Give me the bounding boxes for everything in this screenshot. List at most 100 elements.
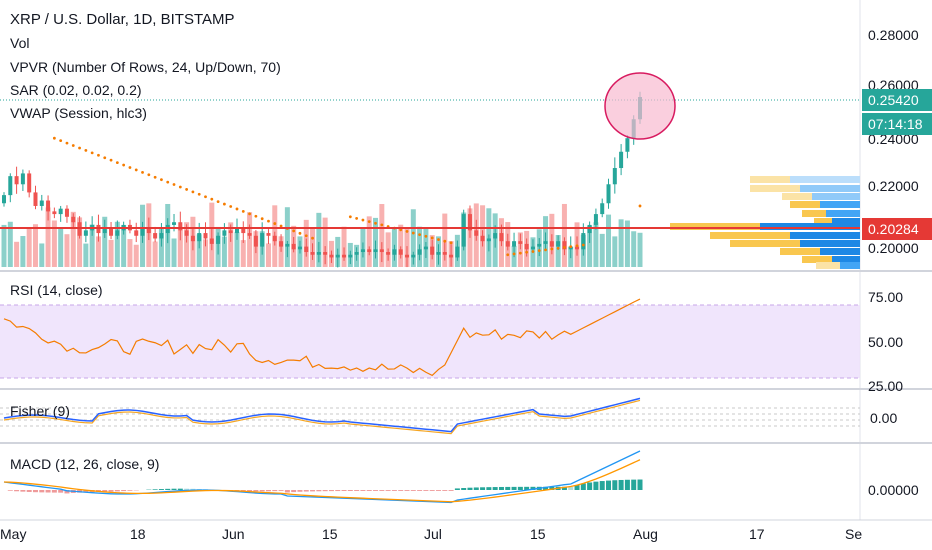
macd-histogram-bar [587,482,593,490]
vpvr-bar [816,262,840,269]
macd-histogram-bar [121,490,127,492]
sar-dot [298,231,302,235]
candle-body [505,241,510,247]
candle-body [329,254,334,258]
volume-bar [410,209,416,267]
macd-histogram-bar [51,490,57,493]
volume-bar [379,204,385,267]
candle-body [260,233,265,247]
fisher-tick: 0.00 [870,410,898,426]
macd-histogram-bar [64,490,70,494]
candle-body [335,254,340,258]
candle-body [253,235,258,247]
candle-body [430,246,435,255]
time-tick: May [0,526,27,542]
volume-bar [366,216,372,267]
vwap-label[interactable]: VWAP (Session, hlc3) [10,105,147,121]
time-tick: 15 [530,526,546,542]
last-price-tag: 0.25420 [862,89,932,111]
candle-body [354,252,359,255]
sar-dot [141,170,144,174]
fisher-label[interactable]: Fisher (9) [10,403,70,419]
candle-body [348,254,353,258]
candle-body [367,249,372,253]
macd-histogram-bar [379,490,385,491]
rsi-tick: 75.00 [868,289,904,305]
macd-histogram-bar [467,487,473,490]
volume-bar [618,219,624,267]
volume-bar [599,233,605,267]
vol-label[interactable]: Vol [10,35,30,51]
price-tick: 0.22000 [868,178,919,194]
candle-body [46,200,51,212]
macd-histogram-bar [360,490,366,491]
vpvr-bar [780,248,820,255]
macd-histogram-bar [366,490,372,491]
volume-bar [517,232,523,267]
volume-bar [184,222,190,267]
candle-body [581,233,586,250]
sar-dot [59,139,63,143]
vpvr-bar [670,223,760,230]
sar-dot [241,209,245,213]
macd-histogram-bar [480,487,486,490]
macd-line [3,450,641,504]
time-tick: Aug [633,526,658,542]
candle-body [537,243,542,247]
macd-histogram-bar [177,488,183,490]
vpvr-label[interactable]: VPVR (Number Of Rows, 24, Up/Down, 70) [10,59,281,75]
volume-bar [606,214,612,267]
macd-histogram-bar [303,490,309,492]
macd-histogram-bar [524,486,530,490]
sar-dot [103,156,107,160]
vpvr-bar [782,193,812,200]
sar-dot [380,223,384,227]
time-tick: 15 [322,526,338,542]
volume-bar [561,203,567,267]
sar-label[interactable]: SAR (0.02, 0.02, 0.2) [10,82,142,98]
candle-body [562,241,567,250]
macd-histogram-bar [429,490,435,491]
macd-histogram-bar [297,490,303,492]
rsi-label[interactable]: RSI (14, close) [10,282,103,298]
macd-histogram-bar [505,486,511,490]
volume-bar [152,241,158,267]
volume-bar [221,236,227,267]
price-tick: 0.20000 [868,240,919,256]
level-price-tag: 0.20284 [862,218,932,240]
macd-histogram-bar [316,490,322,492]
volume-bar [77,217,83,267]
macd-histogram-bar [354,490,360,491]
candle-body [323,252,328,255]
volume-bar [196,234,202,267]
sar-dot [550,247,554,251]
macd-histogram-bar [435,490,441,491]
candle-body [27,173,32,193]
sar-dot [405,230,409,233]
macd-histogram-bar [45,490,51,493]
macd-histogram-bar [517,486,523,490]
sar-dot [166,180,170,184]
macd-histogram-bar [612,480,618,490]
candle-body [398,249,403,255]
macd-histogram-bar [492,487,498,490]
macd-histogram-bar [580,483,586,490]
volume-bar [555,234,561,267]
macd-histogram-bar [247,490,253,492]
sar-dot [90,151,94,155]
time-tick: Jul [424,526,442,542]
candle-body [2,195,6,204]
macd-histogram-bar [7,490,13,491]
macd-histogram-bar [335,490,341,492]
volume-bar [203,239,209,267]
macd-histogram-bar [473,487,479,490]
vpvr-bar [750,176,790,183]
macd-label[interactable]: MACD (12, 26, close, 9) [10,456,160,472]
sar-dot [216,200,220,204]
candle-body [134,230,139,236]
rsi-tick: 50.00 [868,334,904,350]
vpvr-bar [800,240,860,247]
candle-body [600,203,605,215]
sar-dot [84,149,88,152]
